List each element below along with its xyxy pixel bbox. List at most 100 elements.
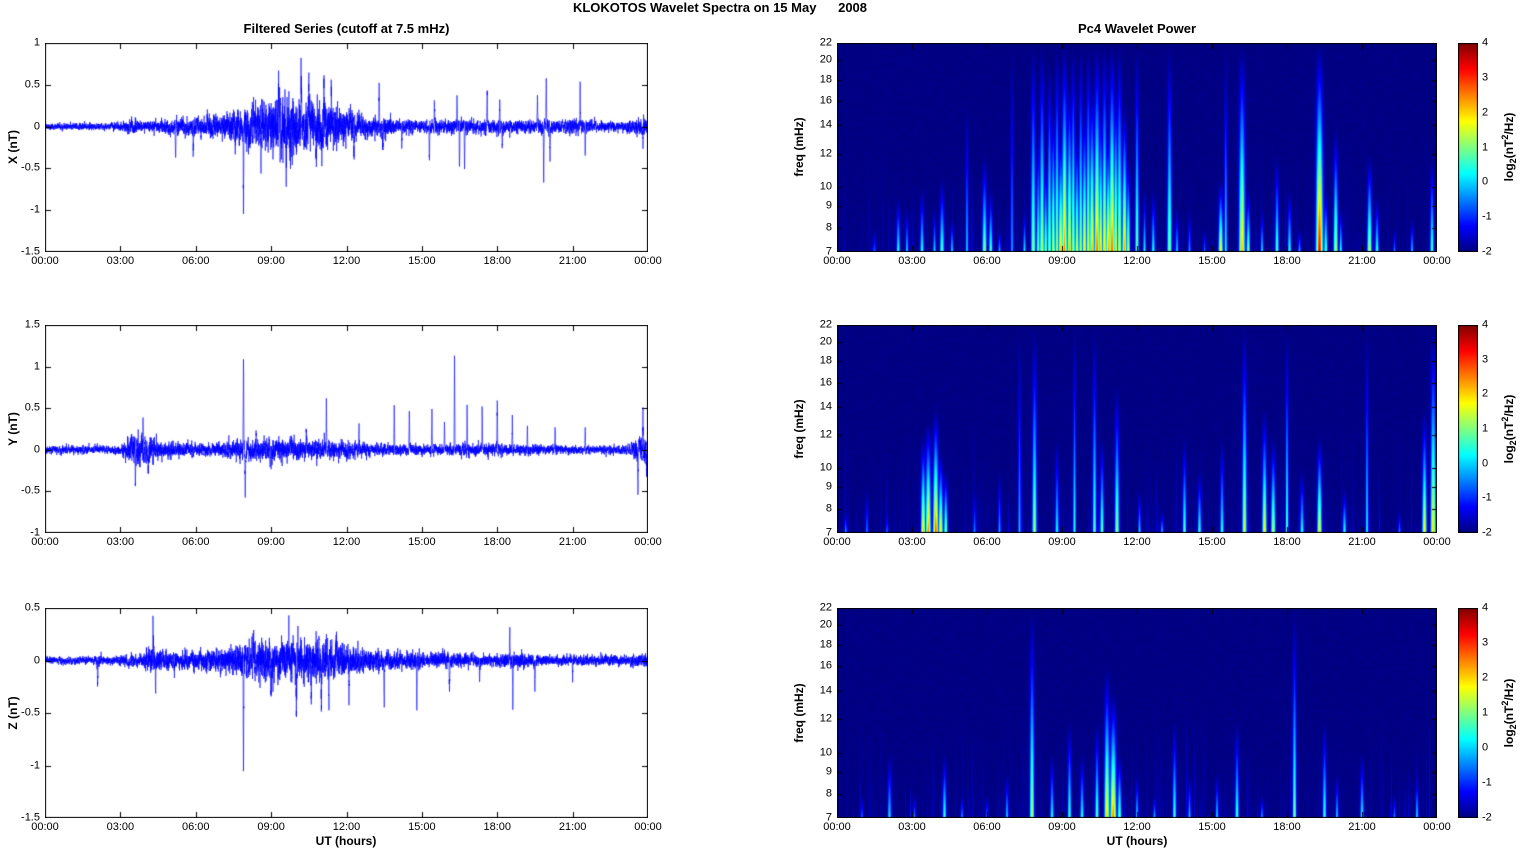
x-tick-label: 18:00	[1273, 536, 1301, 548]
colorbar-tick-label: 1	[1482, 706, 1489, 719]
freq-tick-label: 8	[825, 221, 832, 234]
x-tick-label: 00:00	[634, 536, 662, 548]
x-tick-label: 00:00	[634, 821, 662, 833]
figure-title: KLOKOTOS Wavelet Spectra on 15 May 2008	[572, 0, 868, 15]
y-tick-label: -1.5	[21, 811, 40, 824]
x-tick-label: 00:00	[823, 821, 851, 833]
y-tick-label: 0	[33, 654, 40, 666]
y-tick-label: 0	[33, 120, 40, 133]
y-tick-label: -0.5	[21, 706, 40, 719]
x-tick-label: 09:00	[257, 255, 285, 267]
x-tick-label: 15:00	[408, 255, 436, 267]
x-tick-label: 03:00	[106, 821, 135, 833]
y-tick-label: -0.5	[21, 484, 40, 497]
y-tick-label: 0.5	[24, 78, 40, 91]
z-colorbar	[1458, 608, 1478, 818]
colorbar-tick-label: 2	[1482, 106, 1489, 119]
x-tick-label: 00:00	[31, 821, 59, 833]
x-tick-label: 15:00	[1198, 821, 1226, 833]
freq-tick-label: 12	[819, 712, 832, 725]
x-tick-label: 12:00	[332, 821, 361, 833]
freq-tick-label: 12	[819, 147, 832, 160]
colorbar-tick-label: 2	[1482, 387, 1489, 400]
colorbar-tick-label: 0	[1482, 175, 1489, 188]
x-tick-label: 00:00	[823, 255, 851, 267]
x-tick-label: 03:00	[106, 536, 135, 548]
y-tick-label: -0.5	[21, 161, 40, 174]
colorbar-label-bottom: log2(nT2/Hz)	[1499, 678, 1519, 748]
x-tick-label: 15:00	[1198, 536, 1226, 548]
colorbar-tick-label: 3	[1482, 353, 1489, 366]
x-tick-label: 12:00	[1123, 536, 1151, 548]
x-tick-label: 21:00	[1348, 536, 1376, 548]
colorbar-tick-label: -1	[1482, 491, 1492, 504]
x-tick-label: 09:00	[257, 536, 285, 548]
freq-tick-label: 14	[819, 118, 832, 131]
ut-hours-label-right: UT (hours)	[1106, 834, 1168, 848]
freq-tick-label: 7	[825, 526, 832, 539]
z-component-axis-label: Z (nT)	[6, 696, 20, 730]
x-tick-label: 15:00	[408, 536, 436, 548]
colorbar-tick-label: -1	[1482, 210, 1492, 223]
freq-tick-label: 12	[819, 428, 832, 441]
freq-tick-label: 8	[825, 787, 832, 799]
freq-axis-label-bottom: freq (mHz)	[792, 683, 806, 743]
x-tick-label: 03:00	[106, 255, 135, 267]
x-tick-label: 18:00	[483, 536, 512, 548]
freq-tick-label: 9	[825, 765, 832, 778]
x-tick-label: 06:00	[181, 536, 210, 548]
freq-tick-label: 10	[819, 180, 832, 193]
colorbar-tick-label: 4	[1482, 601, 1489, 614]
x-tick-label: 06:00	[181, 821, 210, 833]
x-tick-label: 00:00	[823, 536, 851, 548]
x-tick-label: 06:00	[973, 821, 1001, 833]
x-tick-label: 12:00	[332, 536, 361, 548]
colorbar-tick-label: 1	[1482, 422, 1489, 435]
x-tick-label: 00:00	[31, 255, 59, 267]
freq-tick-label: 7	[825, 811, 832, 824]
y-series-plot	[45, 325, 648, 533]
colorbar-tick-label: -2	[1482, 245, 1492, 258]
freq-tick-label: 22	[819, 318, 832, 331]
freq-tick-label: 9	[825, 199, 832, 212]
freq-tick-label: 8	[825, 502, 832, 515]
x-colorbar	[1458, 43, 1478, 252]
freq-tick-label: 20	[819, 618, 832, 631]
x-tick-label: 21:00	[558, 536, 587, 548]
colorbar-tick-label: 0	[1482, 457, 1489, 470]
x-tick-label: 00:00	[31, 536, 59, 548]
x-tick-label: 09:00	[1048, 536, 1076, 548]
y-tick-label: 1	[33, 36, 40, 49]
x-tick-label: 09:00	[1048, 821, 1076, 833]
freq-tick-label: 18	[819, 73, 832, 86]
freq-tick-label: 16	[819, 659, 832, 672]
colorbar-tick-label: -2	[1482, 811, 1492, 824]
x-tick-label: 15:00	[1198, 255, 1226, 267]
freq-tick-label: 18	[819, 638, 832, 651]
x-tick-label: 06:00	[973, 536, 1001, 548]
freq-tick-label: 7	[825, 245, 832, 258]
colorbar-tick-label: 1	[1482, 141, 1489, 153]
freq-tick-label: 22	[819, 36, 832, 49]
x-tick-label: 06:00	[181, 255, 210, 267]
x-tick-label: 21:00	[1348, 255, 1376, 267]
colorbar-label-top: log2(nT2/Hz)	[1499, 112, 1519, 182]
y-tick-label: -1.5	[21, 245, 40, 258]
y-tick-label: 0.5	[24, 401, 40, 414]
freq-tick-label: 14	[819, 400, 832, 413]
x-tick-label: 12:00	[332, 255, 361, 267]
freq-axis-label-top: freq (mHz)	[792, 117, 806, 177]
x-tick-label: 00:00	[1423, 255, 1451, 267]
x-tick-label: 06:00	[973, 255, 1001, 267]
x-tick-label: 03:00	[898, 821, 926, 833]
colorbar-tick-label: 4	[1482, 318, 1489, 331]
y-tick-label: 0	[33, 443, 40, 456]
x-tick-label: 18:00	[483, 821, 512, 833]
y-component-axis-label: Y (nT)	[6, 412, 20, 446]
x-series-plot	[45, 43, 648, 252]
freq-tick-label: 10	[819, 461, 832, 474]
freq-axis-label-middle: freq (mHz)	[792, 399, 806, 459]
colorbar-tick-label: 2	[1482, 671, 1489, 684]
wavelet-power-title: Pc4 Wavelet Power	[1077, 21, 1196, 36]
